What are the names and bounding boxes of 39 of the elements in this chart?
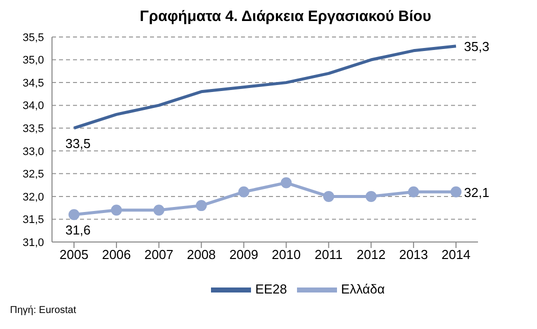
line-series (72, 44, 458, 130)
point (280, 177, 292, 188)
x-tick-label: 2006 (102, 247, 131, 262)
point (366, 190, 377, 202)
legend-label: Ελλάδα (341, 281, 385, 296)
point (450, 186, 462, 198)
data-label: 31,6 (65, 222, 91, 238)
text: Πηγή: Eurostat (10, 305, 76, 316)
legend-label: ΕΕ28 (255, 281, 288, 296)
x-tick-label: 2008 (186, 247, 216, 262)
y-tick-label: 31,5 (22, 214, 44, 226)
x-tick-label: 2014 (442, 247, 470, 262)
point (323, 190, 334, 202)
y-tick-label: 33,5 (22, 123, 44, 136)
point (408, 186, 420, 198)
y-tick-label: 32,5 (22, 168, 44, 181)
x-tick-label: 2012 (356, 247, 386, 262)
x-tick-label: 2013 (399, 247, 428, 262)
x-tick-label: 2009 (229, 247, 258, 262)
y-tick-label: 31,0 (22, 236, 44, 249)
point (196, 200, 207, 212)
data-label: 35,3 (464, 39, 490, 54)
point (68, 209, 80, 220)
point (153, 204, 164, 216)
y-tick-label: 34,0 (22, 100, 44, 112)
data-label: 32,1 (464, 184, 490, 200)
point (238, 186, 250, 198)
x-tick-label: 2005 (60, 247, 88, 262)
y-tick-label: 33,0 (22, 146, 44, 158)
point (110, 204, 122, 216)
x-tick-label: 2011 (314, 247, 343, 262)
y-tick-label: 32,0 (22, 191, 44, 204)
y-tick-label: 35,0 (22, 54, 44, 67)
y-tick-label: 34,5 (22, 77, 44, 90)
y-tick-label: 35,5 (22, 32, 44, 44)
x-tick-label: 2007 (144, 247, 174, 262)
x-tick-label: 2010 (272, 247, 301, 262)
data-label: 33,5 (65, 136, 91, 152)
chart-title: Γραφήματα 4. Διάρκεια Εργασιακού Βίου (138, 8, 432, 25)
